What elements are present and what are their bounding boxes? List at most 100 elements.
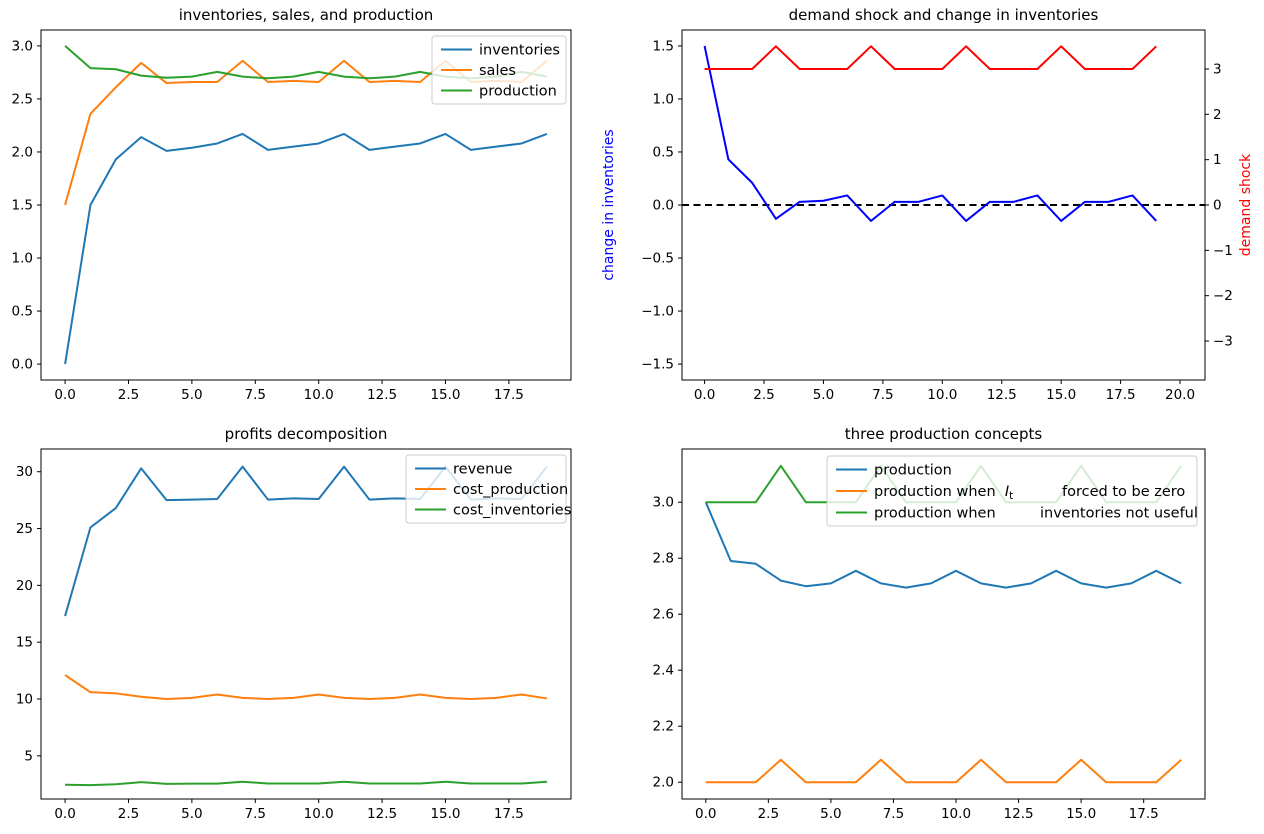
x-tick-label: 10.0	[304, 387, 334, 403]
series-line-change-in-inventories	[703, 45, 1158, 222]
x-tick-label: 17.5	[1106, 387, 1136, 403]
y-tick-label: 5	[24, 748, 33, 764]
x-tick-label: 7.5	[245, 387, 266, 403]
y-tick-label: 0.5	[12, 304, 33, 320]
y-tick-label: 1.5	[12, 198, 33, 214]
legend-label-production-when-i-t-forced-to-be-zero: production when It forced to be zero	[874, 484, 1185, 502]
axes-frame	[40, 448, 572, 800]
y-axis-label-change-in-inventories: change in inventories	[601, 129, 617, 281]
y-tick-label: 1.5	[653, 38, 674, 54]
x-tick-label: 15.0	[430, 806, 460, 822]
y2-tick-label: −2	[1213, 288, 1233, 304]
y2-tick-label: 3	[1213, 61, 1222, 77]
y-tick-label: 0.5	[653, 144, 674, 160]
y-tick-label: 1.0	[653, 91, 674, 107]
y-tick-label: 2.6	[653, 607, 674, 623]
y-tick-label: 0.0	[12, 357, 33, 373]
axes-frame	[681, 448, 1206, 800]
x-tick-label: 2.5	[118, 387, 139, 403]
series-line-inventories	[64, 132, 548, 365]
y-tick-label: 2.0	[12, 144, 33, 160]
x-tick-label: 2.5	[118, 806, 139, 822]
x-tick-label: 7.5	[872, 387, 893, 403]
x-tick-label: 15.0	[1046, 387, 1076, 403]
chart-inventories-sales-production: 0.0 2.5 5.0 7.5 10.0 12.5 15.0 17.5 0.0 0.5 1.0 1.5…	[12, 29, 572, 403]
x-tick-label: 2.5	[753, 387, 774, 403]
y-tick-label: 2.8	[653, 551, 674, 567]
y-tick-label: 0.0	[653, 198, 674, 214]
chart-demand-shock-change-inventories: 0.0 2.5 5.0 7.5 10.0 12.5 15.0 17.5 20.0−1.5−1.0…	[641, 29, 1233, 403]
y2-tick-label: −1	[1213, 243, 1233, 259]
legend-label-revenue: revenue	[453, 462, 512, 478]
legend-box	[405, 454, 567, 524]
x-tick-label: 12.5	[367, 806, 397, 822]
x-tick-label: 5.0	[820, 806, 841, 822]
legend-label-inventories: inventories	[479, 43, 560, 59]
x-tick-label: 0.0	[694, 387, 715, 403]
y-tick-label: 20	[16, 578, 33, 594]
x-tick-label: 5.0	[181, 806, 202, 822]
x-tick-label: 20.0	[1165, 387, 1195, 403]
legend-label-sales: sales	[479, 63, 516, 79]
chart-three-production-concepts: 0.0 2.5 5.0 7.5 10.0 12.5 15.0 17.5 2.0 2.2 2.4 2.6…	[653, 448, 1206, 822]
y-tick-label: 2.4	[653, 663, 674, 679]
chart-title-inventories-sales-production: inventories, sales, and production	[178, 6, 434, 24]
legend-label-cost-production: cost_production	[453, 482, 568, 498]
y-tick-label: 3.0	[12, 38, 33, 54]
y-tick-label: 15	[16, 635, 33, 651]
y2-tick-label: 0	[1213, 198, 1222, 214]
x-tick-label: 2.5	[758, 806, 779, 822]
x-tick-label: 10.0	[941, 806, 971, 822]
y-tick-label: 3.0	[653, 495, 674, 511]
series-line-cost-inventories	[65, 780, 547, 787]
y-tick-label: −1.0	[641, 304, 674, 320]
x-tick-label: 12.5	[367, 387, 397, 403]
y-tick-label: 10	[16, 692, 33, 708]
x-tick-label: 7.5	[883, 806, 904, 822]
y2-tick-label: 1	[1213, 152, 1222, 168]
x-tick-label: 0.0	[54, 806, 75, 822]
x-tick-label: 10.0	[304, 806, 334, 822]
axes-frame	[681, 29, 1206, 381]
x-tick-label: 0.0	[54, 387, 75, 403]
x-tick-label: 10.0	[927, 387, 957, 403]
x-tick-label: 12.5	[1004, 806, 1034, 822]
chart-title-demand-shock: demand shock and change in inventories	[788, 6, 1099, 24]
legend-box	[826, 455, 1198, 527]
series-line-cost-production	[64, 674, 548, 700]
chart-profits-decomposition: 0.0 2.5 5.0 7.5 10.0 12.5 15.0 17.5 5 10 15 20 25 30 r…	[16, 448, 572, 822]
legend-label-cost-inventories: cost_inventories	[453, 503, 571, 519]
chart-title-three-production-concepts: three production concepts	[844, 425, 1043, 443]
x-tick-label: 17.5	[1129, 806, 1159, 822]
y-tick-label: 2.5	[12, 91, 33, 107]
x-tick-label: 17.5	[494, 387, 524, 403]
x-tick-label: 0.0	[695, 806, 716, 822]
y-tick-label: 25	[16, 521, 33, 537]
legend-label-production-when-inventories-not-useful: production when inventories not useful	[874, 506, 1198, 522]
x-tick-label: 15.0	[1066, 806, 1096, 822]
legend-label-production: production	[479, 84, 557, 100]
x-tick-label: 15.0	[430, 387, 460, 403]
y2-tick-label: 2	[1213, 107, 1222, 123]
y-tick-label: 2.2	[653, 719, 674, 735]
y-tick-label: 2.0	[653, 775, 674, 791]
y-axis-label-demand-shock: demand shock	[1238, 153, 1254, 257]
series-line-production-when-i-t-forced-to-be-zero	[705, 758, 1182, 784]
y-tick-label: −0.5	[641, 251, 674, 267]
y-tick-label: 1.0	[12, 251, 33, 267]
series-line-demand-shock	[704, 45, 1157, 70]
x-tick-label: 7.5	[245, 806, 266, 822]
x-tick-label: 5.0	[181, 387, 202, 403]
y-tick-label: −1.5	[641, 357, 674, 373]
legend-box	[431, 35, 567, 105]
series-line-production	[704, 501, 1182, 589]
x-tick-label: 5.0	[813, 387, 834, 403]
x-tick-label: 17.5	[494, 806, 524, 822]
legend-label-production: production	[874, 463, 952, 479]
chart-title-profits-decomposition: profits decomposition	[224, 425, 388, 443]
x-tick-label: 12.5	[987, 387, 1017, 403]
y-tick-label: 30	[16, 464, 33, 480]
y2-tick-label: −3	[1213, 334, 1233, 350]
